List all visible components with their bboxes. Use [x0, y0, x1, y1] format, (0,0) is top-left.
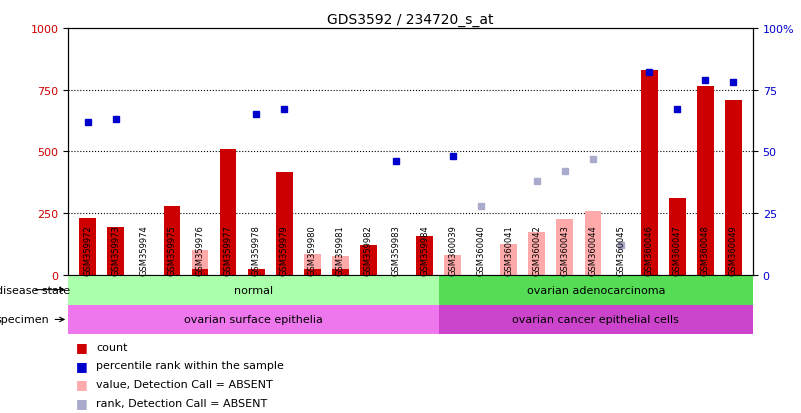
Text: GSM360043: GSM360043: [561, 224, 570, 275]
Bar: [79, 218, 96, 275]
Text: ovarian surface epithelia: ovarian surface epithelia: [184, 315, 323, 325]
Bar: [332, 269, 348, 275]
Bar: [641, 71, 658, 275]
Text: GSM359982: GSM359982: [364, 224, 373, 275]
Text: ovarian cancer epithelial cells: ovarian cancer epithelial cells: [513, 315, 679, 325]
Bar: [417, 237, 433, 275]
Text: GSM359984: GSM359984: [420, 224, 429, 275]
Text: ■: ■: [76, 396, 88, 409]
Text: specimen: specimen: [0, 315, 64, 325]
Text: GSM359976: GSM359976: [195, 224, 204, 275]
Text: GSM360039: GSM360039: [448, 224, 457, 275]
Text: GSM359978: GSM359978: [252, 224, 260, 275]
Bar: [68, 275, 439, 305]
Bar: [332, 256, 348, 275]
Bar: [557, 220, 574, 275]
Text: percentile rank within the sample: percentile rank within the sample: [96, 361, 284, 370]
Bar: [360, 245, 376, 275]
Text: GSM359983: GSM359983: [392, 224, 401, 275]
Text: GSM359981: GSM359981: [336, 224, 345, 275]
Text: normal: normal: [234, 285, 273, 295]
Text: GSM359980: GSM359980: [308, 224, 316, 275]
Bar: [191, 269, 208, 275]
Bar: [191, 250, 208, 275]
Text: GSM359972: GSM359972: [83, 224, 92, 275]
Text: GSM359974: GSM359974: [139, 224, 148, 275]
Bar: [501, 244, 517, 275]
Bar: [304, 269, 320, 275]
Text: GSM360044: GSM360044: [589, 224, 598, 275]
Bar: [585, 211, 602, 275]
Bar: [68, 305, 439, 335]
Bar: [529, 232, 545, 275]
Text: GSM360047: GSM360047: [673, 224, 682, 275]
Bar: [304, 254, 320, 275]
Text: GSM360046: GSM360046: [645, 224, 654, 275]
Bar: [276, 173, 292, 275]
Bar: [445, 255, 461, 275]
Title: GDS3592 / 234720_s_at: GDS3592 / 234720_s_at: [328, 12, 493, 26]
Bar: [248, 269, 264, 275]
Text: ■: ■: [76, 359, 88, 372]
Bar: [163, 206, 180, 275]
Text: GSM360045: GSM360045: [617, 224, 626, 275]
Text: GSM360049: GSM360049: [729, 224, 738, 275]
Bar: [107, 227, 124, 275]
Text: count: count: [96, 342, 127, 352]
Text: ■: ■: [76, 377, 88, 391]
Text: disease state: disease state: [0, 285, 70, 295]
Text: ■: ■: [76, 340, 88, 354]
Text: GSM360042: GSM360042: [533, 224, 541, 275]
Text: GSM359977: GSM359977: [223, 224, 232, 275]
Text: GSM360048: GSM360048: [701, 224, 710, 275]
Bar: [219, 150, 236, 275]
Bar: [669, 199, 686, 275]
Text: rank, Detection Call = ABSENT: rank, Detection Call = ABSENT: [96, 398, 268, 408]
Bar: [439, 275, 753, 305]
Text: GSM360040: GSM360040: [476, 224, 485, 275]
Text: GSM359975: GSM359975: [167, 224, 176, 275]
Text: GSM359979: GSM359979: [280, 224, 288, 275]
Text: ovarian adenocarcinoma: ovarian adenocarcinoma: [526, 285, 665, 295]
Bar: [697, 87, 714, 275]
Text: GSM360041: GSM360041: [505, 224, 513, 275]
Bar: [439, 305, 753, 335]
Text: GSM359973: GSM359973: [111, 224, 120, 275]
Text: value, Detection Call = ABSENT: value, Detection Call = ABSENT: [96, 379, 273, 389]
Bar: [725, 100, 742, 275]
